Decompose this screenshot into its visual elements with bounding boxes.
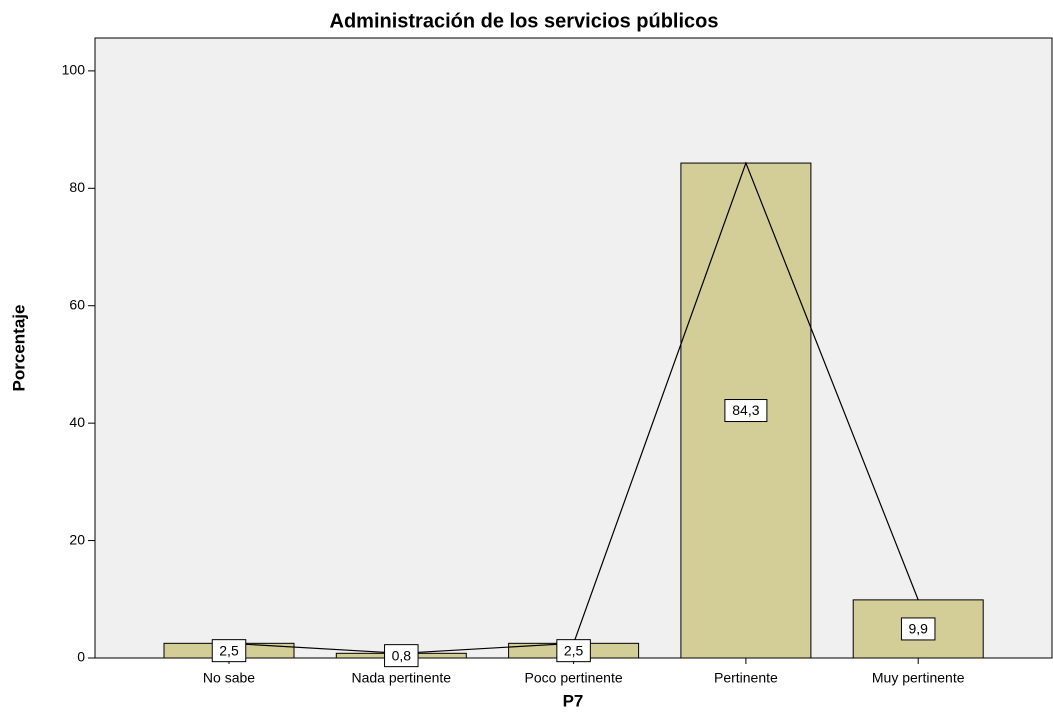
value-label-box bbox=[556, 639, 591, 663]
value-label: 84,3 bbox=[732, 402, 759, 418]
x-tick-label: Muy pertinente bbox=[872, 670, 965, 686]
value-label: 0,8 bbox=[392, 647, 412, 663]
value-label-box bbox=[900, 617, 936, 641]
x-tick-label: No sabe bbox=[203, 670, 255, 686]
y-tick-label: 60 bbox=[69, 296, 85, 312]
x-tick-label: Nada pertinente bbox=[351, 670, 451, 686]
y-tick-label: 0 bbox=[77, 649, 85, 665]
x-tick-label: Pertinente bbox=[714, 670, 778, 686]
value-label: 2,5 bbox=[564, 642, 584, 658]
value-label-box bbox=[211, 639, 247, 663]
value-label: 9,9 bbox=[908, 621, 928, 637]
plot-area bbox=[94, 37, 1053, 659]
value-label-box bbox=[384, 644, 419, 668]
x-axis-label: P7 bbox=[563, 691, 584, 710]
y-axis-label: Porcentaje bbox=[9, 305, 28, 392]
y-tick-label: 100 bbox=[62, 62, 86, 78]
y-tick-label: 20 bbox=[69, 531, 85, 547]
chart-title: Administración de los servicios públicos bbox=[330, 10, 719, 32]
x-tick-label: Poco pertinente bbox=[525, 670, 623, 686]
value-label-box bbox=[724, 399, 768, 423]
y-tick-label: 40 bbox=[69, 414, 85, 430]
value-label: 2,5 bbox=[219, 642, 239, 658]
y-tick-label: 80 bbox=[69, 179, 85, 195]
